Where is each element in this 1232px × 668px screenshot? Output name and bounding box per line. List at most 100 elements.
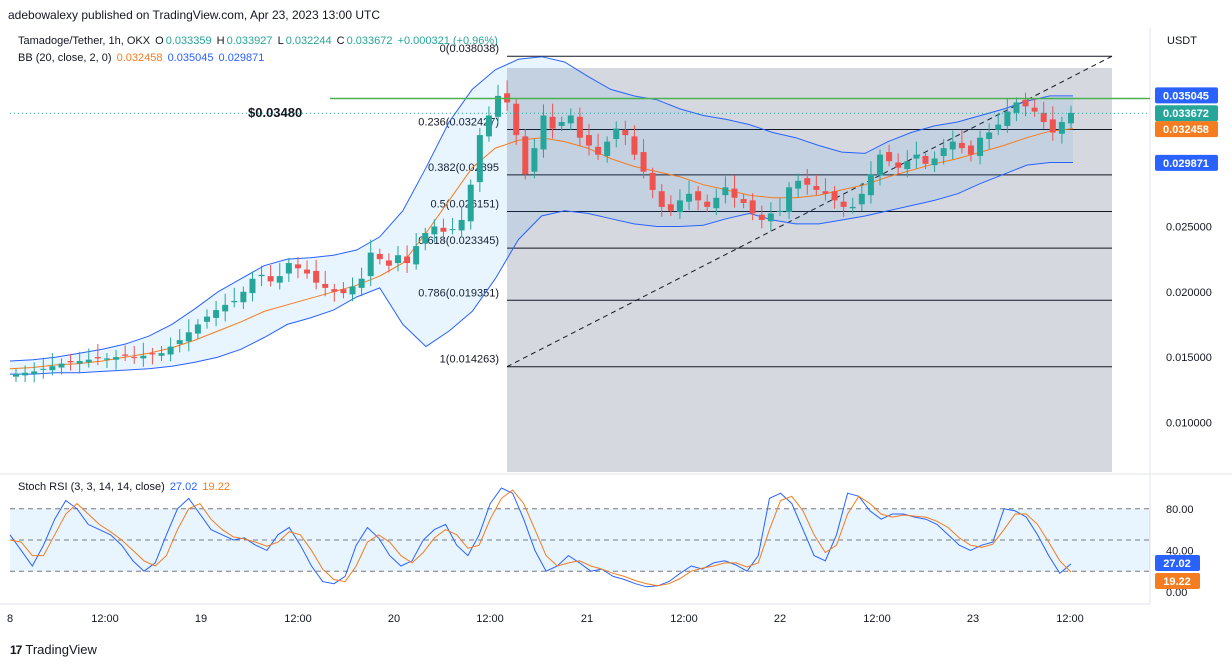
- candle: [940, 148, 947, 156]
- candle: [413, 246, 420, 265]
- x-tick-label: 21: [581, 613, 593, 625]
- candle: [695, 191, 702, 201]
- candle: [458, 219, 465, 231]
- candle: [904, 161, 911, 170]
- low-label: L: [277, 35, 284, 47]
- candle: [267, 276, 274, 282]
- stoch-k-line: [9, 487, 1072, 588]
- open-value: 0.033359: [165, 35, 212, 47]
- footer: 17 TradingView: [10, 642, 97, 657]
- candle: [967, 145, 974, 155]
- stoch-band-fill: [10, 508, 1150, 572]
- x-tick-label: 19: [195, 613, 207, 625]
- candle: [358, 278, 365, 288]
- candle: [567, 115, 574, 124]
- candle: [867, 174, 874, 196]
- candle: [858, 193, 865, 205]
- y-tick-label: 0.010000: [1166, 417, 1212, 429]
- candle: [831, 191, 838, 201]
- candle: [504, 93, 511, 103]
- bb-fill: [10, 56, 1073, 375]
- price-tag: [1155, 121, 1218, 138]
- candle: [76, 361, 83, 364]
- candle: [58, 363, 65, 368]
- candle: [931, 158, 938, 166]
- candle: [958, 142, 965, 149]
- low-value: 0.032244: [285, 35, 332, 47]
- candle: [213, 310, 220, 318]
- level-label: $0.03480: [248, 105, 303, 120]
- candle: [995, 124, 1002, 130]
- candle: [304, 269, 311, 274]
- stoch-label[interactable]: Stoch RSI (3, 3, 14, 14, close): [18, 481, 165, 493]
- candle: [1004, 111, 1011, 126]
- candle: [986, 132, 993, 139]
- candle: [294, 264, 301, 269]
- candle: [977, 137, 984, 156]
- candle: [185, 332, 192, 342]
- candle: [649, 172, 656, 190]
- close-label: C: [336, 35, 345, 47]
- candle: [158, 353, 165, 356]
- candle: [313, 270, 320, 283]
- candle: [467, 184, 474, 222]
- candle: [531, 148, 538, 172]
- fib-level-label: 0.382(0.02895: [428, 162, 499, 174]
- candle: [1058, 122, 1065, 134]
- publisher-caption: adebowalexy published on TradingView.com…: [8, 8, 381, 22]
- brand-name[interactable]: TradingView: [25, 642, 97, 657]
- price-tag: [1155, 154, 1218, 171]
- x-tick-label: 23: [967, 613, 979, 625]
- bb-basis-value: 0.032458: [116, 52, 163, 64]
- axis-unit: USDT: [1167, 35, 1197, 47]
- candle: [231, 300, 238, 303]
- candle: [331, 289, 338, 292]
- candle: [449, 229, 456, 231]
- y-tick-label: 0.015000: [1166, 352, 1212, 364]
- candle: [22, 372, 29, 376]
- candle: [176, 340, 183, 345]
- candle: [103, 358, 110, 360]
- candle: [849, 206, 856, 209]
- candle: [67, 361, 74, 363]
- candle: [767, 213, 774, 222]
- candle: [949, 141, 956, 150]
- bb-label[interactable]: BB (20, close, 2, 0): [18, 52, 112, 64]
- candle: [713, 197, 720, 209]
- candle: [31, 371, 38, 375]
- candle: [1031, 107, 1038, 112]
- y-tick-label: 0.020000: [1166, 287, 1212, 299]
- candle: [895, 162, 902, 168]
- x-tick-label: 8: [7, 613, 13, 625]
- candle: [167, 346, 174, 355]
- open-label: O: [155, 35, 164, 47]
- fib-level-label: 0.5(0.026151): [431, 198, 500, 210]
- candle: [13, 374, 19, 377]
- price-tag-label: 0.035045: [1163, 90, 1209, 102]
- candle: [285, 263, 292, 274]
- candle: [276, 276, 283, 283]
- candle: [686, 193, 693, 202]
- candle: [376, 253, 383, 260]
- x-tick-label: 12:00: [670, 613, 698, 625]
- tradingview-logo-icon: 17: [10, 642, 22, 657]
- candle: [804, 178, 811, 185]
- candle: [740, 199, 747, 203]
- candle: [240, 291, 247, 303]
- candle: [613, 128, 620, 139]
- symbol-title[interactable]: Tamadoge/Tether, 1h, OKX: [18, 35, 151, 47]
- candle: [422, 233, 429, 244]
- price-tag-label: 0.033672: [1163, 108, 1209, 120]
- symbol-legend: Tamadoge/Tether, 1h, OKX O 0.033359 H 0.03…: [18, 35, 500, 47]
- x-tick-label: 12:00: [476, 613, 504, 625]
- candle: [340, 289, 347, 294]
- stoch-k-value: 27.02: [169, 481, 198, 493]
- close-value: 0.033672: [346, 35, 393, 47]
- candle: [731, 188, 738, 198]
- stoch-y-tick-label: 0.00: [1166, 587, 1187, 599]
- candle: [704, 201, 711, 207]
- candle: [149, 353, 156, 355]
- candle: [394, 255, 401, 264]
- bb-legend: BB (20, close, 2, 0) 0.032458 0.035045 0…: [18, 52, 266, 64]
